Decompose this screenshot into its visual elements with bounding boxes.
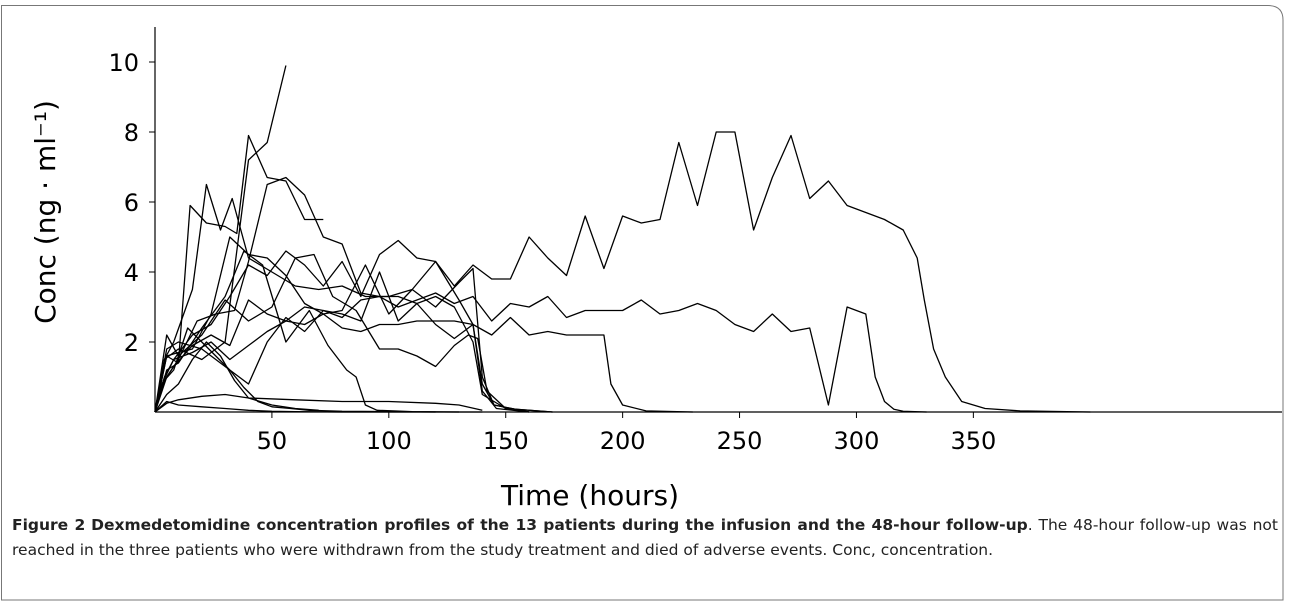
caption-label: Figure 2 bbox=[12, 516, 86, 534]
series-line bbox=[154, 176, 530, 413]
series-line bbox=[154, 393, 483, 413]
series-line bbox=[154, 236, 530, 413]
series-line bbox=[154, 341, 319, 413]
x-axis-label: Time (hours) bbox=[500, 479, 679, 512]
y-tick-label: 4 bbox=[124, 259, 139, 287]
x-tick-label: 200 bbox=[600, 427, 646, 455]
y-axis-label: Conc (ng · ml⁻¹) bbox=[29, 100, 62, 324]
series-line bbox=[154, 400, 436, 413]
x-tick-label: 50 bbox=[257, 427, 288, 455]
y-tick-label: 6 bbox=[124, 189, 139, 217]
caption-bold: Dexmedetomidine concentration profiles o… bbox=[91, 516, 1028, 534]
x-tick-label: 150 bbox=[483, 427, 529, 455]
series-line bbox=[154, 183, 530, 413]
x-tick-label: 250 bbox=[717, 427, 763, 455]
x-tick-label: 300 bbox=[834, 427, 880, 455]
series-line bbox=[154, 134, 324, 413]
x-tick-label: 100 bbox=[366, 427, 412, 455]
caption-text: . The 48-hour follow-up was not reached … bbox=[12, 516, 1278, 559]
figure-border bbox=[1, 5, 1284, 601]
y-tick-label: 2 bbox=[124, 329, 139, 357]
series-line bbox=[154, 271, 553, 413]
series-line bbox=[154, 327, 483, 413]
series-line bbox=[154, 299, 693, 413]
series-line bbox=[154, 292, 927, 413]
x-tick-label: 350 bbox=[950, 427, 996, 455]
y-tick-label: 8 bbox=[124, 119, 139, 147]
series-line bbox=[154, 131, 1091, 413]
y-tick-label: 10 bbox=[108, 49, 139, 77]
caption: Figure 2 Dexmedetomidine concentration p… bbox=[12, 513, 1278, 563]
series-line bbox=[154, 250, 460, 413]
series-line bbox=[154, 65, 287, 413]
